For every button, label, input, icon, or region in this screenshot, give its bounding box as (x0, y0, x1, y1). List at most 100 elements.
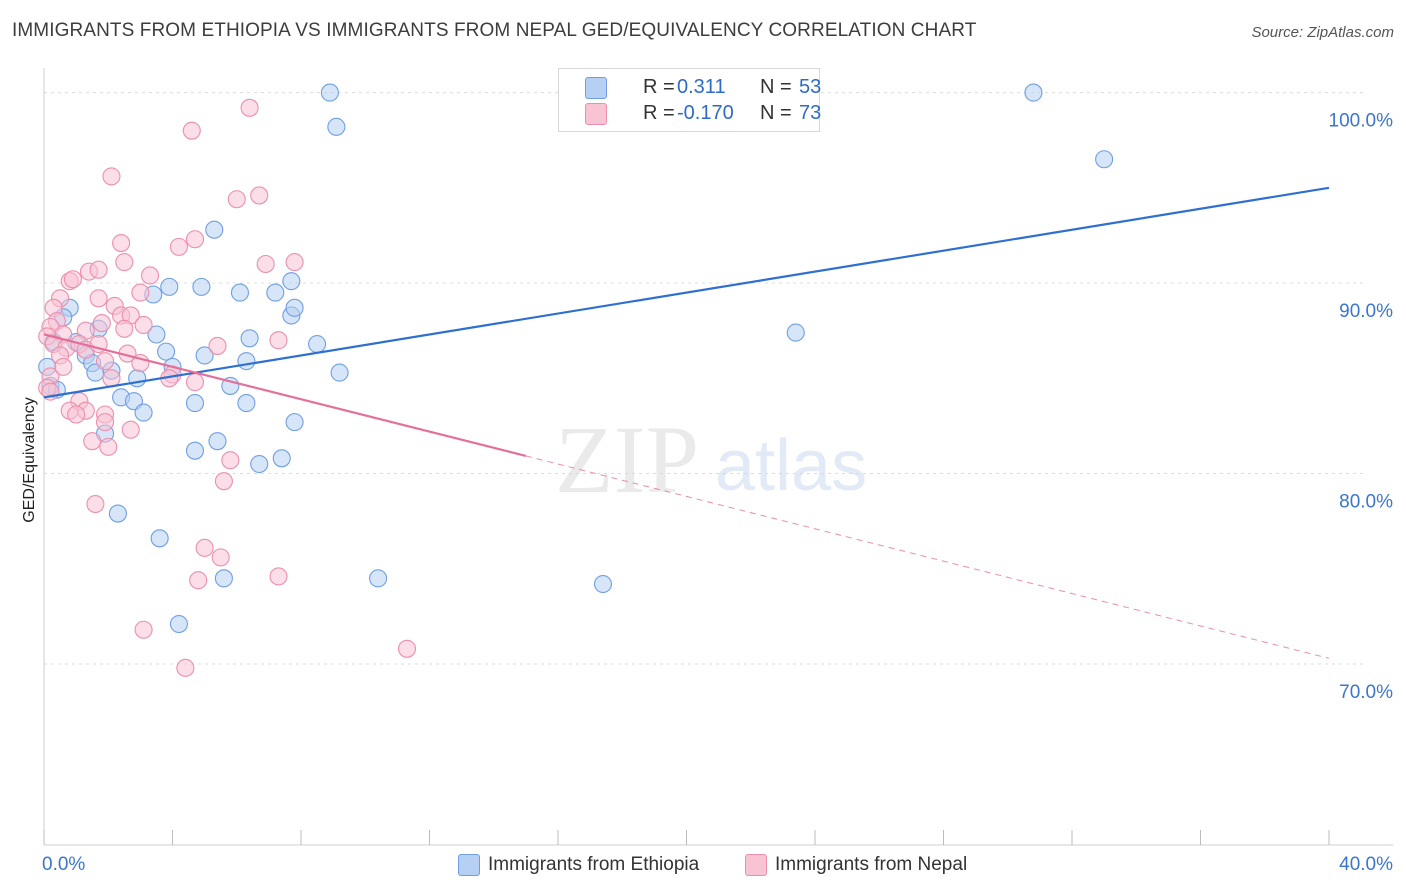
x-tick-label: 40.0% (1339, 854, 1393, 875)
nepal-point (89, 260, 108, 279)
ethiopia-point (192, 277, 211, 296)
watermark-atlas: atlas (715, 426, 867, 506)
nepal-point (240, 98, 259, 117)
nepal-point (182, 121, 201, 140)
nepal-point (185, 230, 205, 249)
r-label: R = (643, 102, 675, 124)
nepal-point (131, 283, 150, 302)
nepal-point (115, 253, 134, 272)
nepal-point (221, 451, 240, 470)
legend-label-nepal: Immigrants from Nepal (775, 854, 968, 875)
ethiopia-point (237, 394, 256, 413)
y-tick-label: 100.0% (1329, 111, 1394, 132)
source-label: Source: ZipAtlas.com (1251, 24, 1394, 41)
ethiopia-point (205, 220, 224, 239)
stats-legend: R = 0.311 N = 53 R = -0.170 N = 73 (558, 68, 822, 132)
ethiopia-point (240, 329, 259, 348)
ethiopia-point (308, 334, 327, 354)
ethiopia-point (593, 574, 613, 594)
nepal-point (227, 190, 246, 209)
nepal-point (256, 254, 275, 274)
ethiopia-point (327, 117, 346, 136)
ethiopia-point (285, 298, 304, 317)
nepal-point (169, 237, 188, 256)
trend-lines (43, 186, 1330, 659)
ethiopia-point (250, 454, 269, 474)
x-tick-label: 0.0% (42, 854, 85, 875)
nepal-point (63, 270, 82, 289)
nepal-point (92, 314, 111, 333)
ethiopia-point (282, 272, 301, 291)
ethiopia-trend-line (43, 186, 1330, 399)
ethiopia-point (134, 403, 153, 422)
series-legend: Immigrants from Ethiopia Immigrants from… (0, 852, 1406, 878)
nepal-point (189, 571, 208, 590)
watermark-zip: ZIP (555, 406, 699, 513)
nepal-point (140, 266, 160, 285)
nepal-point (250, 186, 269, 205)
nepal-point (211, 548, 230, 567)
ethiopia-point (169, 614, 188, 634)
ethiopia-point (320, 83, 339, 102)
nepal-point (112, 234, 131, 253)
watermark: ZIP atlas (555, 406, 867, 513)
nepal-point (67, 405, 86, 424)
y-tick-label: 80.0% (1339, 492, 1393, 513)
nepal-point (195, 538, 214, 557)
ethiopia-point (157, 342, 176, 361)
ethiopia-n-value: 53 (799, 76, 822, 98)
r-label: R = (643, 76, 675, 98)
ethiopia-point (208, 432, 227, 451)
ethiopia-point (369, 569, 388, 588)
ethiopia-point (230, 283, 250, 302)
nepal-point (269, 567, 288, 586)
ethiopia-swatch-icon (585, 77, 607, 99)
nepal-trend-line (43, 333, 527, 457)
ethiopia-point (237, 352, 256, 371)
ethiopia-point (786, 323, 805, 342)
nepal-r-value: -0.170 (677, 102, 734, 124)
ethiopia-point (160, 277, 179, 296)
nepal-trend-line-dashed (525, 455, 1330, 659)
nepal-point (54, 357, 73, 376)
ethiopia-point (185, 441, 205, 460)
nepal-point (95, 413, 115, 432)
axes (43, 68, 1393, 846)
ethiopia-point (128, 369, 147, 388)
nepal-point (134, 620, 153, 639)
nepal-point (185, 373, 205, 392)
nepal-point (121, 420, 140, 439)
nepal-point (397, 639, 417, 658)
nepal-swatch-icon (585, 103, 607, 125)
ethiopia-point (147, 325, 166, 344)
ethiopia-point (272, 449, 291, 468)
nepal-point (269, 331, 288, 350)
nepal-point (102, 369, 121, 388)
ethiopia-point (266, 283, 285, 302)
gridlines (44, 92, 1364, 665)
nepal-point (86, 494, 105, 514)
ethiopia-point (214, 569, 233, 588)
y-tick-label: 70.0% (1339, 682, 1393, 703)
nepal-point (285, 253, 304, 272)
nepal-point (208, 336, 227, 355)
nepal-point (102, 167, 121, 186)
ethiopia-point (195, 346, 214, 365)
nepal-legend-icon (745, 854, 767, 876)
ethiopia-point (185, 394, 205, 413)
nepal-point (83, 432, 102, 451)
nepal-points (38, 98, 417, 677)
ethiopia-point (330, 363, 349, 382)
n-label: N = (760, 102, 792, 124)
ethiopia-r-value: 0.311 (677, 76, 726, 98)
ethiopia-point (108, 504, 127, 523)
chart-title: IMMIGRANTS FROM ETHIOPIA VS IMMIGRANTS F… (12, 20, 977, 41)
nepal-point (134, 315, 153, 335)
nepal-point (99, 437, 118, 456)
tick-labels: 100.0% 90.0% 80.0% 70.0% 0.0% 40.0% (42, 111, 1393, 875)
y-tick-label: 90.0% (1339, 301, 1393, 322)
nepal-point (214, 472, 233, 491)
nepal-point (115, 319, 134, 338)
legend-label-ethiopia: Immigrants from Ethiopia (488, 854, 700, 875)
